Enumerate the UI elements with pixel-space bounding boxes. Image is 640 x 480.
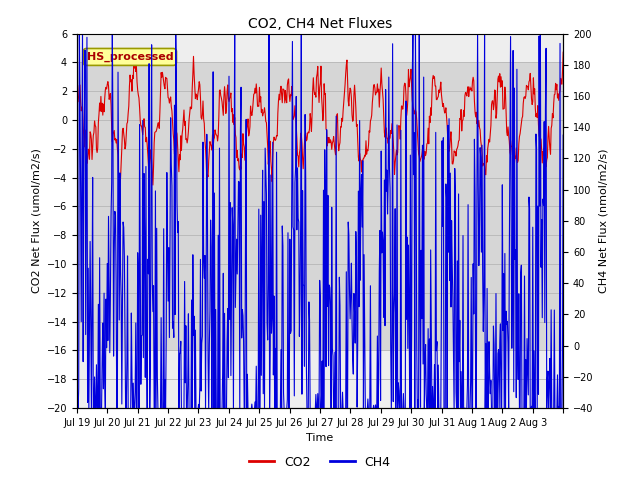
Title: CO2, CH4 Net Fluxes: CO2, CH4 Net Fluxes: [248, 17, 392, 31]
Y-axis label: CH4 Net Flux (nmol/m2/s): CH4 Net Flux (nmol/m2/s): [599, 148, 609, 293]
Text: HS_processed: HS_processed: [86, 52, 173, 62]
Bar: [77, 62, 563, 350]
Y-axis label: CO2 Net Flux (umol/m2/s): CO2 Net Flux (umol/m2/s): [31, 148, 41, 293]
Legend: CO2, CH4: CO2, CH4: [244, 451, 396, 474]
X-axis label: Time: Time: [307, 433, 333, 443]
